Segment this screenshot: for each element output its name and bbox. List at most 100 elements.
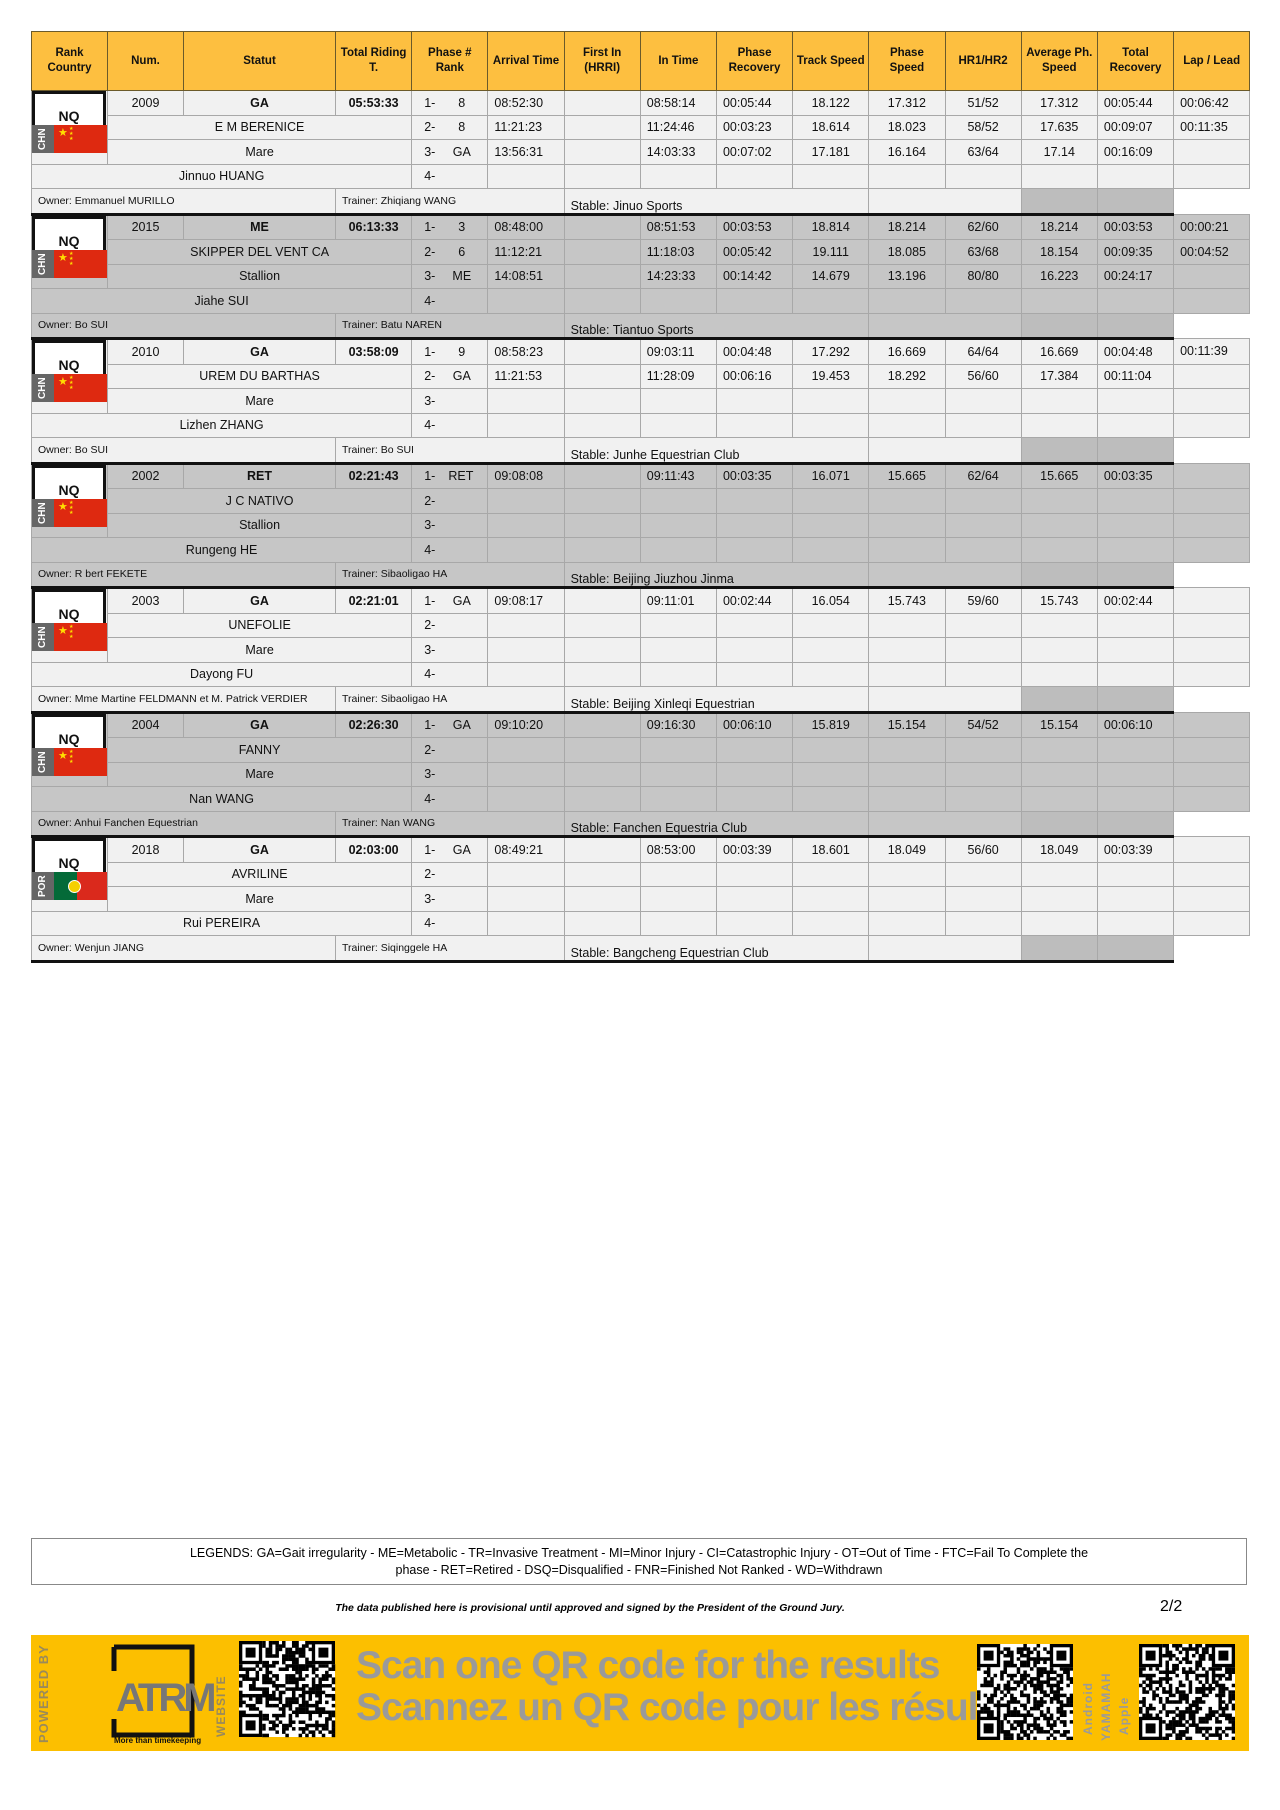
website-qr-code[interactable] [239,1641,337,1739]
phase-number: 3- [424,269,436,284]
blank-cell [1020,686,1098,714]
track-speed: 14.679 [792,263,870,289]
total-recovery [1096,537,1175,563]
blank-cell [868,437,1022,465]
total-recovery [1096,388,1175,414]
hr1-hr2 [944,288,1022,314]
average-phase-speed [1020,661,1098,687]
phase-speed [868,537,946,563]
hr1-hr2: 54/52 [944,711,1022,738]
horse-sex: Mare [106,761,413,787]
arrival-time [487,537,565,563]
header-first-in: First In (HRRI) [563,31,641,91]
total-recovery: 00:16:09 [1096,139,1175,165]
horse-name: E M BERENICE [106,114,413,140]
phase-recovery [715,288,794,314]
track-speed [792,786,870,812]
phase-speed [868,163,946,189]
phase-number: 1- [424,718,436,733]
lap-lead [1173,412,1251,438]
header-hr1-hr2: HR1/HR2 [944,31,1022,91]
phase-number: 2- [424,618,436,633]
in-time: 14:03:33 [639,139,717,165]
phase-rank: ME [452,269,472,284]
in-time: 11:28:09 [639,363,717,389]
phase-recovery: 00:03:39 [715,836,794,863]
in-time: 11:18:03 [639,239,717,265]
header-in-time: In Time [639,31,717,91]
track-speed [792,886,870,912]
disclaimer: The data published here is provisional u… [335,1602,845,1614]
stable: Stable: Beijing Xinleqi Equestrian [563,686,870,714]
average-phase-speed: 16.223 [1020,263,1098,289]
android-qr-code[interactable] [977,1644,1073,1740]
first-in [563,886,641,912]
first-in [563,213,641,240]
phase-recovery [715,886,794,912]
country-flag: CHN ★ ★ ★ ★ [32,374,107,402]
entry-row: NQ CHN ★ ★ ★ ★ 2003 GA 02:21:01 1- GA 09:08:17 09:11… [31,587,1251,663]
phase-speed: 15.665 [868,462,946,489]
blank-cell [1096,561,1175,589]
average-phase-speed: 15.665 [1020,462,1098,489]
in-time: 09:11:01 [639,587,717,614]
hr1-hr2 [944,886,1022,912]
phase-number: 1- [424,842,436,857]
blank-cell [868,188,1022,216]
average-phase-speed [1020,537,1098,563]
china-flag-icon: ★ ★ ★ ★ [54,374,107,402]
in-time [639,512,717,538]
china-flag-icon: ★ ★ ★ ★ [54,125,107,153]
total-recovery [1096,412,1175,438]
hr1-hr2 [944,163,1022,189]
blank-cell [1096,312,1175,340]
phase-recovery [715,537,794,563]
track-speed: 16.054 [792,587,870,614]
blank-cell [1020,810,1098,838]
total-riding-time: 03:58:09 [334,338,413,365]
stable: Stable: Bangcheng Equestrian Club [563,935,870,963]
logo-text: ATRM [116,1676,214,1720]
first-in [563,737,641,763]
phase-rank-cell: 4- [411,661,489,687]
country-code: CHN [32,374,54,402]
first-in [563,90,641,116]
header-statut: Statut [183,31,336,91]
average-phase-speed: 17.14 [1020,139,1098,165]
phase-speed [868,910,946,936]
phase-rank-cell: 2- [411,612,489,638]
entry-row: NQ CHN ★ ★ ★ ★ 2004 GA 02:26:30 1- GA 09:10:20 09:16… [31,711,1251,787]
phase-number: 1- [424,220,436,235]
track-speed [792,488,870,514]
phase-recovery: 00:04:48 [715,338,794,365]
first-in [563,263,641,289]
average-phase-speed: 16.669 [1020,338,1098,365]
hr1-hr2 [944,910,1022,936]
phase-rank-cell: 1- 8 [411,90,489,116]
first-in [563,338,641,365]
total-recovery: 00:11:04 [1096,363,1175,389]
track-speed [792,537,870,563]
horse-number: 2002 [107,462,184,489]
total-riding-time: 05:53:33 [334,90,413,116]
horse-name: AVRILINE [106,861,413,887]
apple-qr-code[interactable] [1139,1644,1235,1740]
in-time [639,288,717,314]
header-phase-speed: Phase Speed [868,31,946,91]
track-speed [792,512,870,538]
in-time [639,737,717,763]
phase-rank: 6 [458,244,466,259]
phase-speed [868,886,946,912]
header-num: Num. [107,31,184,91]
blank-cell [1096,188,1175,216]
owner: Owner: Anhui Fanchen Equestrian [31,810,336,838]
in-time: 11:24:46 [639,114,717,140]
first-in [563,861,641,887]
rider-name: Lizhen ZHANG [30,412,413,438]
phase-rank-cell: 4- [411,537,489,563]
phase-rank-cell: 3- GA [411,139,489,165]
phase-recovery [715,737,794,763]
results-table: Rank Country Num. Statut Total Riding T. Pha… [30,31,1251,963]
entry-footer-row: Owner: Wenjun JIANG Trainer: Siqinggele H… [31,935,1250,963]
track-speed [792,288,870,314]
